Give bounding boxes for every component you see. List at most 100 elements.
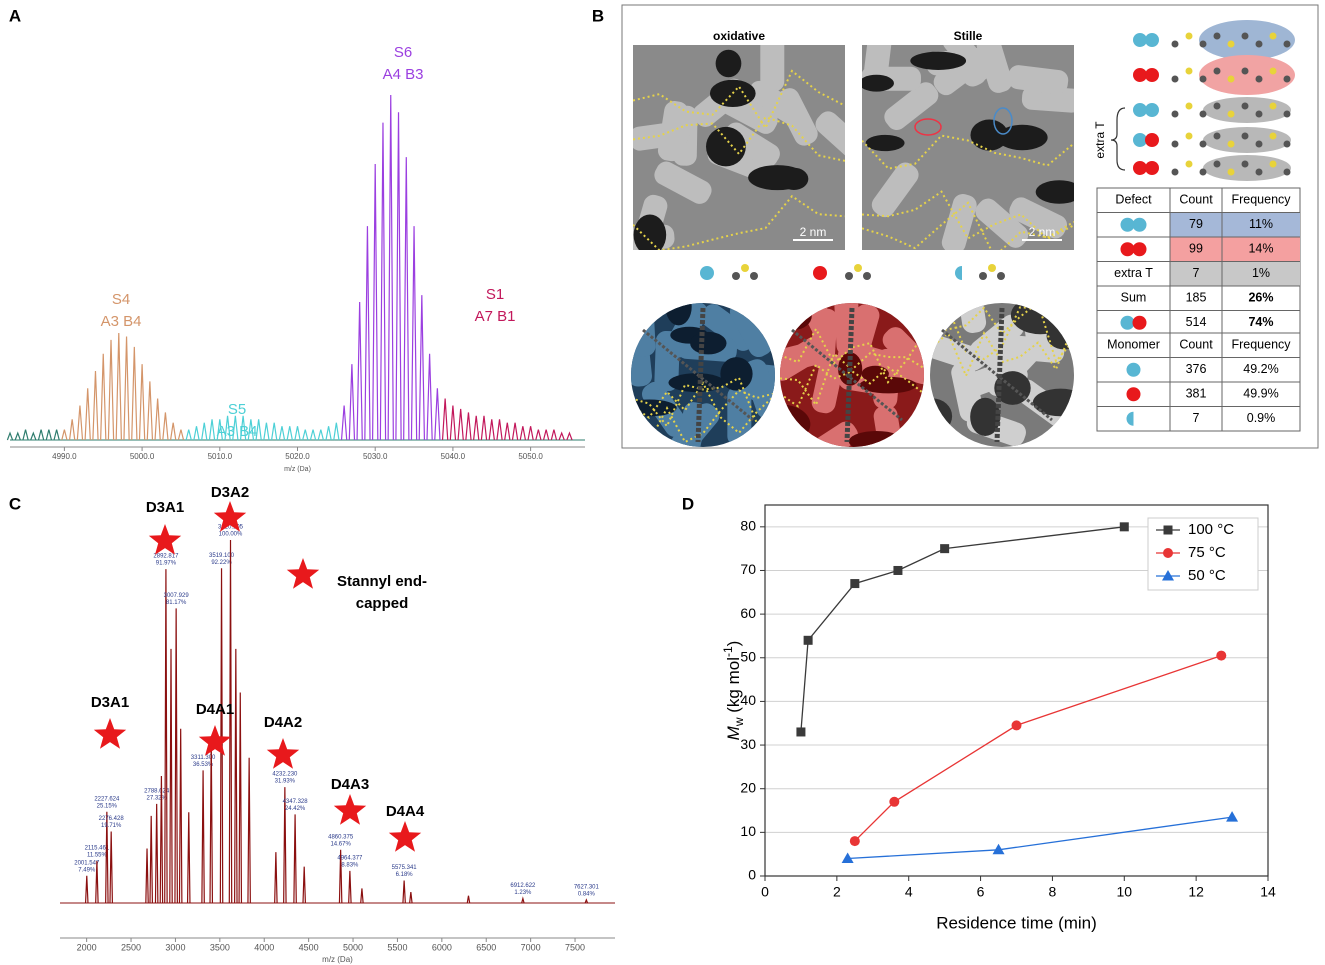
molecule-atom [1283,75,1291,83]
monomer-icon [1132,217,1147,232]
stm-backbone [631,381,775,435]
stm-lamella [1008,65,1069,95]
peak-label: 2788.624 [144,788,170,794]
peak [466,895,471,904]
x-tick-label: 10 [1116,884,1132,900]
monomer-icon [1132,315,1147,330]
peak [566,431,573,441]
scale-label: 2 nm [1029,225,1056,239]
peak [95,861,99,904]
stm-lamella [815,111,845,162]
monomer-icon [1133,33,1147,47]
stm-lamella [844,304,880,364]
table-cell: 381 [1186,387,1207,401]
stm-backbone [780,363,924,408]
stm-void [748,165,807,191]
peak-label: 8.83% [341,863,359,869]
marker [849,836,860,847]
x-tick-label: 2000 [77,942,97,952]
peak-label: 4860.375 [328,834,354,840]
table-cell: 185 [1186,291,1207,305]
legend-marker [1162,570,1174,581]
molecule-atom [1213,160,1221,168]
peak [387,94,394,441]
molecule-atom [1241,160,1249,168]
peak [496,419,503,441]
table-cell: 99 [1189,242,1203,256]
peak [92,370,99,441]
peak [395,112,402,441]
star-marker [198,725,232,756]
stm-backbone [631,376,775,429]
peak [278,426,286,441]
peak [364,226,371,441]
molecule-atom [1213,102,1221,110]
peak [283,787,287,904]
peak-label: 6.18% [396,872,414,878]
stm-lamella [760,45,785,92]
series-sublabel: A4 B3 [383,66,424,83]
molecule-atom [1241,67,1249,75]
y-tick-label: 50 [740,648,756,664]
star-marker [388,821,422,852]
molecule-atom [997,272,1005,280]
molecule-atom [1171,168,1179,176]
peak [360,888,364,904]
series-label: S1 [486,286,504,303]
marker [841,852,854,864]
table-cell-bg [1170,212,1300,237]
y-tick-label: 0 [748,867,756,883]
peak-label: 3311.300 [191,755,216,761]
table-cell: 74% [1248,315,1273,329]
peak [177,429,185,441]
monomer-icon [1120,217,1135,232]
x-tick-label: 6500 [476,942,496,952]
stm-void [665,303,692,326]
stm-void [631,399,677,417]
peak [131,346,138,441]
panel-label: B [592,6,604,25]
peak-label: 7.49% [78,867,96,873]
stm-void [862,74,894,92]
molecule-atom [1213,132,1221,140]
peak [348,364,356,441]
peak [149,815,153,904]
peak-label: 4964.377 [337,856,363,862]
peak [293,814,297,904]
monomer-icon [1145,161,1159,175]
stm-lamella [882,327,924,379]
table-header: Frequency [1231,338,1291,352]
peak [302,866,306,904]
peak [84,388,91,441]
star-marker [333,794,367,825]
bracket [1110,107,1126,171]
legend-marker [1163,548,1173,558]
peak [232,415,239,441]
peak [37,429,45,441]
table-cell: 11% [1249,217,1273,231]
molecule-atom [988,264,996,272]
stm-void [848,431,905,447]
defect-highlight [914,118,942,136]
defect-highlight [993,107,1013,135]
peak-label: 91.97% [156,561,177,567]
peak [186,812,191,904]
molecule-atom [1227,75,1235,83]
monomer-icon [1132,242,1147,257]
stm-void [970,119,1009,151]
marker [992,843,1005,855]
peak-label: 14.67% [330,841,351,847]
image-title: oxidative [713,29,765,43]
series-label: S5 [228,401,246,418]
peak-label: 92.22% [211,560,232,566]
stm-image [633,45,845,250]
peak [473,415,480,441]
molecule-atom [1269,67,1277,75]
stm-lamella [864,45,894,80]
molecule-chain [994,307,1005,443]
peak [550,429,558,441]
molecule-atom [1227,40,1235,48]
peak-label: 4347.328 [283,799,309,805]
peak-label: 7627.301 [574,885,600,891]
